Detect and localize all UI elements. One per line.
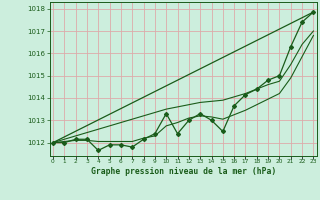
X-axis label: Graphe pression niveau de la mer (hPa): Graphe pression niveau de la mer (hPa) (91, 167, 276, 176)
